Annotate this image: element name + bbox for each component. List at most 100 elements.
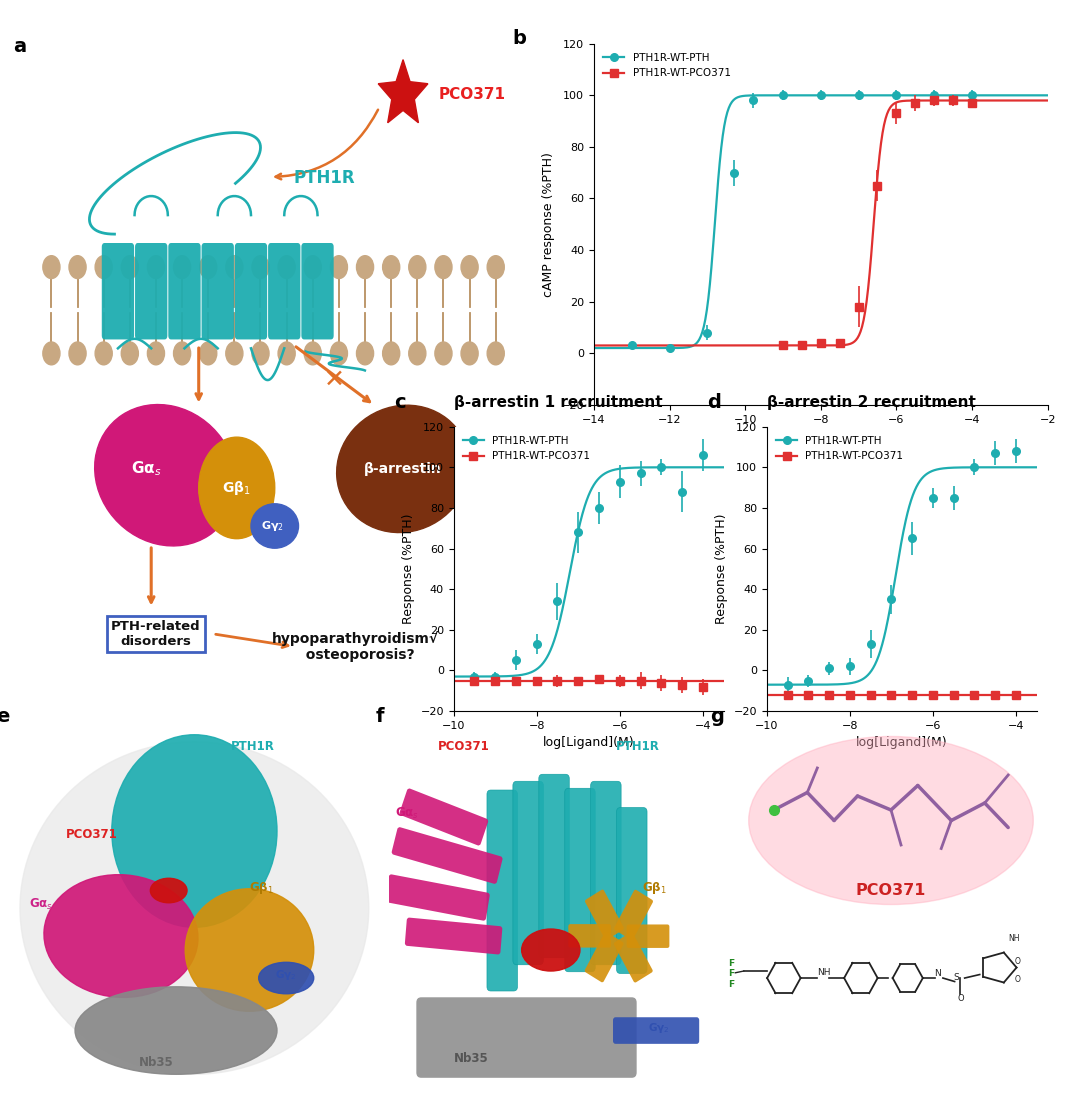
Circle shape	[147, 256, 164, 279]
FancyBboxPatch shape	[585, 889, 624, 940]
Text: F: F	[729, 958, 734, 968]
Text: Gβ$_1$: Gβ$_1$	[222, 479, 251, 497]
Circle shape	[435, 342, 453, 364]
Polygon shape	[378, 59, 428, 123]
FancyBboxPatch shape	[613, 932, 652, 982]
Y-axis label: Response (%PTH): Response (%PTH)	[402, 513, 415, 625]
Circle shape	[305, 342, 322, 364]
Circle shape	[69, 342, 86, 364]
Text: hypoparathyroidism√
  osteoporosis?: hypoparathyroidism√ osteoporosis?	[272, 631, 440, 662]
Circle shape	[200, 342, 217, 364]
FancyBboxPatch shape	[539, 775, 569, 957]
Ellipse shape	[150, 878, 187, 903]
Circle shape	[278, 256, 295, 279]
Text: β-arrestin: β-arrestin	[364, 462, 442, 476]
Circle shape	[487, 256, 504, 279]
FancyBboxPatch shape	[202, 243, 234, 339]
Text: Gγ$_2$: Gγ$_2$	[275, 968, 297, 982]
Text: NH: NH	[816, 967, 831, 977]
FancyBboxPatch shape	[584, 932, 623, 982]
Text: a: a	[13, 37, 27, 57]
Text: β-arrestin 1 recruitment: β-arrestin 1 recruitment	[454, 395, 662, 410]
Text: PCO371: PCO371	[438, 88, 505, 102]
X-axis label: log[Ligand](M): log[Ligand](M)	[775, 430, 866, 443]
Text: PCO371: PCO371	[437, 741, 489, 754]
Text: ✕: ✕	[324, 368, 345, 392]
FancyBboxPatch shape	[626, 924, 670, 947]
FancyBboxPatch shape	[417, 998, 637, 1078]
FancyBboxPatch shape	[301, 243, 334, 339]
FancyBboxPatch shape	[102, 243, 134, 339]
Ellipse shape	[199, 438, 274, 538]
Circle shape	[330, 342, 348, 364]
Text: Gα$_s$: Gα$_s$	[395, 806, 419, 822]
Text: PTH1R: PTH1R	[231, 741, 275, 754]
Circle shape	[121, 256, 138, 279]
Text: b: b	[512, 30, 526, 48]
Ellipse shape	[259, 963, 314, 993]
Circle shape	[147, 342, 164, 364]
FancyBboxPatch shape	[487, 790, 517, 991]
Circle shape	[226, 256, 243, 279]
Circle shape	[252, 256, 269, 279]
X-axis label: log[Ligand](M): log[Ligand](M)	[856, 736, 947, 749]
Circle shape	[278, 342, 295, 364]
FancyBboxPatch shape	[135, 243, 167, 339]
Ellipse shape	[522, 929, 580, 971]
Text: Gα$_s$: Gα$_s$	[29, 897, 53, 912]
FancyBboxPatch shape	[591, 781, 621, 965]
Circle shape	[95, 342, 112, 364]
FancyBboxPatch shape	[613, 1017, 699, 1044]
FancyBboxPatch shape	[568, 924, 611, 947]
Circle shape	[382, 342, 400, 364]
Circle shape	[435, 256, 453, 279]
Text: O: O	[1015, 957, 1021, 966]
Circle shape	[408, 342, 426, 364]
Circle shape	[487, 342, 504, 364]
Legend: PTH1R-WT-PTH, PTH1R-WT-PCO371: PTH1R-WT-PTH, PTH1R-WT-PCO371	[459, 432, 594, 465]
Text: g: g	[711, 707, 724, 726]
FancyBboxPatch shape	[615, 889, 653, 940]
Circle shape	[382, 256, 400, 279]
FancyBboxPatch shape	[400, 789, 488, 846]
Ellipse shape	[76, 987, 278, 1074]
Y-axis label: cAMP response (%PTH): cAMP response (%PTH)	[542, 152, 555, 296]
Circle shape	[461, 256, 478, 279]
Text: NH: NH	[1009, 934, 1020, 943]
Text: S: S	[953, 973, 959, 981]
FancyBboxPatch shape	[513, 781, 543, 965]
Circle shape	[226, 342, 243, 364]
Circle shape	[252, 342, 269, 364]
Text: F: F	[729, 980, 734, 989]
Circle shape	[43, 342, 60, 364]
Text: PCO371: PCO371	[66, 828, 118, 841]
Circle shape	[69, 256, 86, 279]
Text: Gβ$_1$: Gβ$_1$	[642, 880, 666, 896]
Ellipse shape	[337, 405, 470, 533]
X-axis label: log[Ligand](M): log[Ligand](M)	[543, 736, 634, 749]
Ellipse shape	[186, 888, 314, 1011]
FancyBboxPatch shape	[405, 918, 502, 954]
Text: c: c	[394, 393, 406, 411]
Legend: PTH1R-WT-PTH, PTH1R-WT-PCO371: PTH1R-WT-PTH, PTH1R-WT-PCO371	[772, 432, 907, 465]
FancyBboxPatch shape	[386, 874, 489, 921]
Text: N: N	[934, 969, 941, 978]
Circle shape	[408, 256, 426, 279]
Circle shape	[200, 256, 217, 279]
Circle shape	[330, 256, 348, 279]
Text: e: e	[0, 707, 10, 726]
FancyBboxPatch shape	[268, 243, 300, 339]
Ellipse shape	[21, 742, 369, 1074]
Text: O: O	[1015, 975, 1021, 984]
Text: PTH1R: PTH1R	[616, 741, 660, 754]
Text: Nb35: Nb35	[139, 1056, 174, 1069]
FancyBboxPatch shape	[392, 827, 502, 884]
FancyBboxPatch shape	[234, 243, 267, 339]
Text: f: f	[376, 707, 384, 726]
Text: d: d	[707, 393, 721, 411]
Ellipse shape	[251, 503, 298, 548]
Text: Gα$_s$: Gα$_s$	[131, 459, 162, 478]
FancyBboxPatch shape	[617, 807, 647, 974]
Ellipse shape	[95, 405, 237, 546]
Text: PTH1R: PTH1R	[294, 170, 355, 187]
